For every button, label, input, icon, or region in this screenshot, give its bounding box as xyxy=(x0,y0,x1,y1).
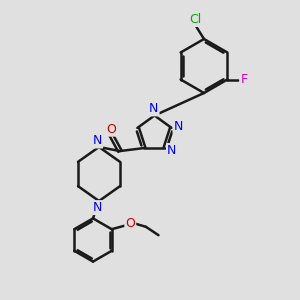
Text: O: O xyxy=(106,123,116,136)
Text: N: N xyxy=(93,201,102,214)
Text: O: O xyxy=(125,217,135,230)
Text: F: F xyxy=(240,73,247,86)
Text: N: N xyxy=(149,102,159,116)
Text: Cl: Cl xyxy=(189,13,201,26)
Text: N: N xyxy=(93,134,102,148)
Text: N: N xyxy=(173,120,183,133)
Text: N: N xyxy=(167,144,176,157)
